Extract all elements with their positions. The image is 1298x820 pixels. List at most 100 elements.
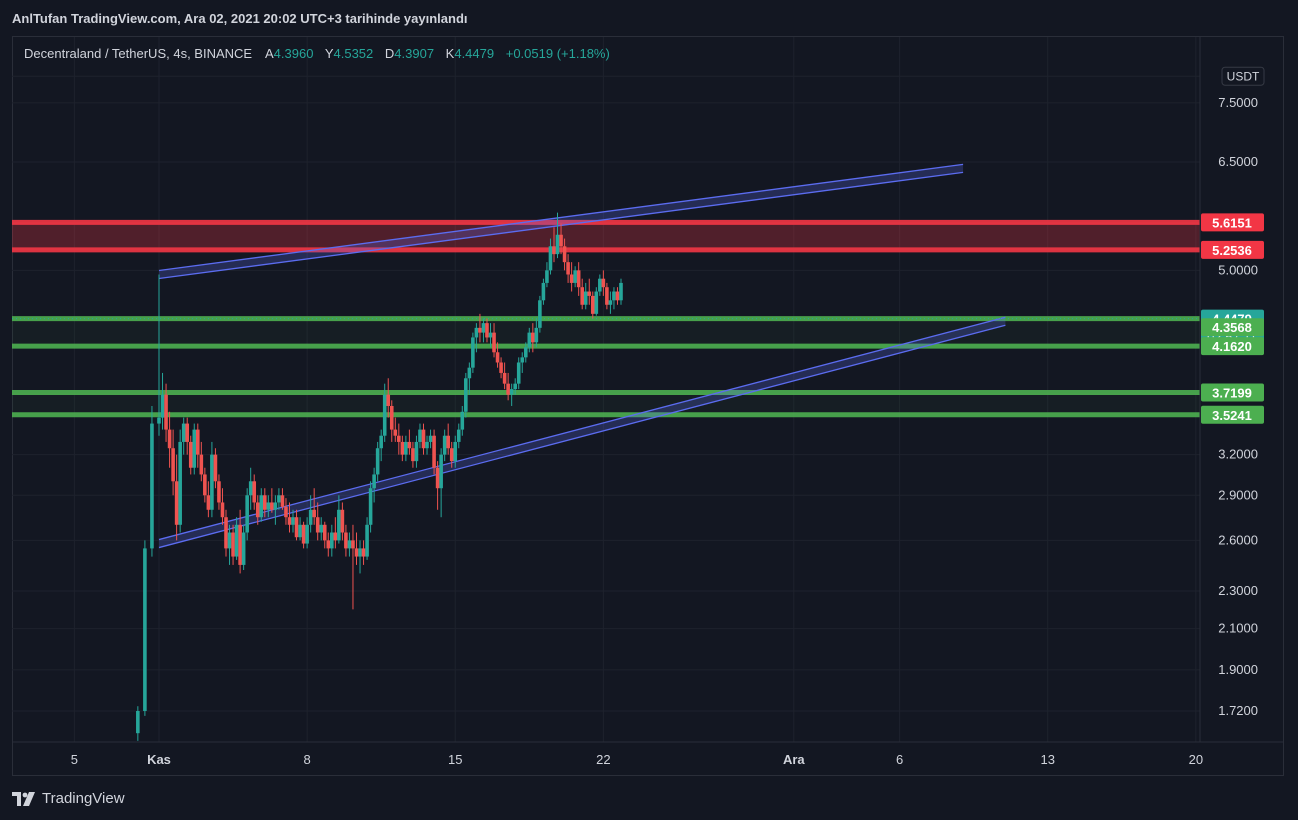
candle [379, 429, 383, 462]
symbol-name[interactable]: Decentraland / TetherUS, 4s, BINANCE [24, 46, 253, 61]
candle-body [594, 291, 599, 314]
candle [238, 509, 242, 574]
price-tick-label: 7.5000 [1218, 95, 1258, 110]
candle [425, 435, 429, 455]
price-tag-bg [1201, 337, 1264, 356]
candle [598, 274, 602, 296]
candle-body [605, 287, 609, 305]
candle [449, 441, 454, 468]
candle [552, 227, 556, 263]
candle-body [389, 405, 394, 430]
candle-body [545, 270, 549, 283]
candle [418, 423, 422, 449]
candle-body [492, 332, 496, 353]
candle [453, 435, 458, 468]
candle-body [559, 234, 563, 247]
candle [227, 524, 232, 565]
tradingview-brand[interactable]: TradingView [12, 790, 125, 807]
candle [608, 291, 613, 314]
candle-body [615, 291, 620, 301]
high-value: 4.5352 [333, 46, 374, 61]
candle [206, 481, 211, 518]
support-price-tag: 3.7199 [1201, 383, 1264, 402]
candles [136, 212, 623, 741]
candle [495, 342, 500, 368]
candle [344, 524, 348, 557]
candle [164, 383, 168, 442]
candle-body [467, 367, 472, 379]
candle-body [266, 502, 271, 510]
candle [619, 278, 623, 305]
open-label: A [265, 46, 274, 61]
candle [478, 313, 482, 343]
candle-body [414, 441, 419, 462]
support-price-tag: 3.5241 [1201, 405, 1264, 424]
high-label: Y [324, 46, 334, 61]
candle-body [220, 502, 225, 518]
candle [178, 429, 182, 533]
candle [435, 461, 440, 510]
candle-body [587, 291, 592, 296]
candle-body [432, 435, 436, 468]
candle-body [527, 332, 532, 348]
price-tag-bg [1201, 383, 1264, 402]
price-tick-label: 2.3000 [1218, 583, 1258, 598]
candle [492, 323, 496, 358]
candle-body [213, 454, 218, 482]
candle-body [397, 435, 401, 442]
candle-body [319, 524, 324, 533]
candle-body [393, 429, 398, 436]
candle-body [312, 509, 316, 518]
candle [340, 502, 345, 541]
candle [312, 488, 316, 525]
time-tick-label: 15 [448, 752, 462, 767]
candle-body [301, 524, 306, 544]
candle [404, 435, 408, 462]
candle-body [379, 435, 383, 449]
candle-body [548, 246, 553, 271]
candle [382, 383, 387, 442]
candle [241, 524, 246, 570]
low-label: D [384, 46, 395, 61]
channel-lower-line-edge [158, 316, 1006, 541]
candle-body [217, 481, 221, 503]
candle [188, 435, 193, 475]
candle-body [298, 524, 302, 538]
candle [287, 502, 292, 533]
time-tick-label: 5 [71, 752, 78, 767]
candle [407, 429, 412, 455]
candle-body [386, 394, 391, 406]
price-tick-label: 3.2000 [1218, 447, 1258, 462]
candle-body [523, 347, 528, 358]
candle [485, 318, 489, 343]
price-tag-text: 5.2536 [1212, 243, 1252, 258]
price-tick-label: 6.5000 [1218, 154, 1258, 169]
candle-body [538, 300, 542, 328]
candle [488, 323, 493, 348]
candle [351, 524, 355, 610]
price-tick-label: 2.9000 [1218, 487, 1258, 502]
support-price-tag: 4.1620 [1201, 337, 1264, 356]
candle-body [446, 435, 450, 449]
candle-body [192, 429, 197, 468]
candle-body [143, 548, 147, 711]
candle-body [576, 270, 581, 288]
candle-body [439, 454, 443, 489]
candle [217, 474, 221, 510]
candle-body [449, 448, 454, 462]
candle-body [284, 506, 288, 518]
candle [220, 488, 225, 525]
candle [136, 706, 140, 741]
candle-body [531, 332, 535, 343]
candle-body [291, 517, 295, 525]
candle-body [203, 474, 207, 496]
candle [298, 517, 302, 541]
candle-body [368, 488, 373, 525]
candle-body [499, 362, 503, 373]
candle-body [509, 389, 514, 395]
candle-body [280, 495, 285, 507]
candle [319, 517, 324, 541]
price-tag-bg [1201, 318, 1264, 337]
candle-body [601, 278, 606, 288]
